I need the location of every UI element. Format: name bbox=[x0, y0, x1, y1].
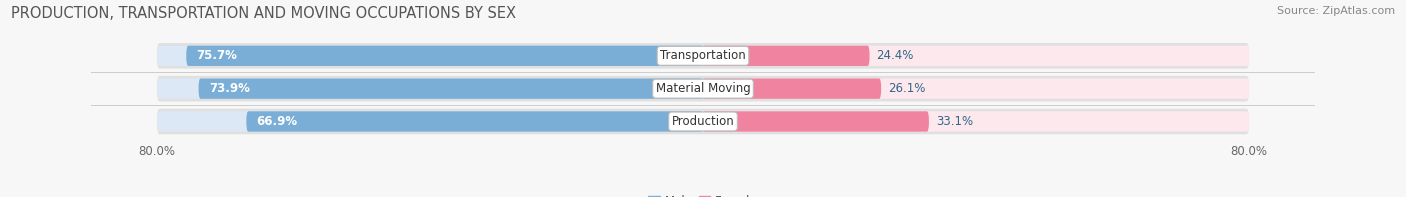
FancyBboxPatch shape bbox=[703, 111, 1249, 132]
Text: 73.9%: 73.9% bbox=[209, 82, 250, 95]
Text: Material Moving: Material Moving bbox=[655, 82, 751, 95]
FancyBboxPatch shape bbox=[186, 46, 703, 66]
Legend: Male, Female: Male, Female bbox=[644, 190, 762, 197]
Text: 26.1%: 26.1% bbox=[889, 82, 925, 95]
Text: 66.9%: 66.9% bbox=[256, 115, 298, 128]
FancyBboxPatch shape bbox=[703, 78, 882, 99]
Text: 24.4%: 24.4% bbox=[876, 49, 914, 62]
FancyBboxPatch shape bbox=[703, 46, 1249, 66]
FancyBboxPatch shape bbox=[246, 111, 703, 132]
Text: 33.1%: 33.1% bbox=[936, 115, 973, 128]
FancyBboxPatch shape bbox=[703, 78, 1249, 99]
FancyBboxPatch shape bbox=[703, 46, 869, 66]
FancyBboxPatch shape bbox=[157, 78, 703, 99]
Text: 75.7%: 75.7% bbox=[197, 49, 238, 62]
FancyBboxPatch shape bbox=[157, 43, 1249, 69]
FancyBboxPatch shape bbox=[157, 109, 1249, 134]
Text: Production: Production bbox=[672, 115, 734, 128]
FancyBboxPatch shape bbox=[157, 46, 703, 66]
FancyBboxPatch shape bbox=[157, 76, 1249, 101]
FancyBboxPatch shape bbox=[198, 78, 703, 99]
Text: PRODUCTION, TRANSPORTATION AND MOVING OCCUPATIONS BY SEX: PRODUCTION, TRANSPORTATION AND MOVING OC… bbox=[11, 6, 516, 21]
Text: Transportation: Transportation bbox=[661, 49, 745, 62]
Text: Source: ZipAtlas.com: Source: ZipAtlas.com bbox=[1277, 6, 1395, 16]
FancyBboxPatch shape bbox=[703, 111, 929, 132]
FancyBboxPatch shape bbox=[157, 111, 703, 132]
